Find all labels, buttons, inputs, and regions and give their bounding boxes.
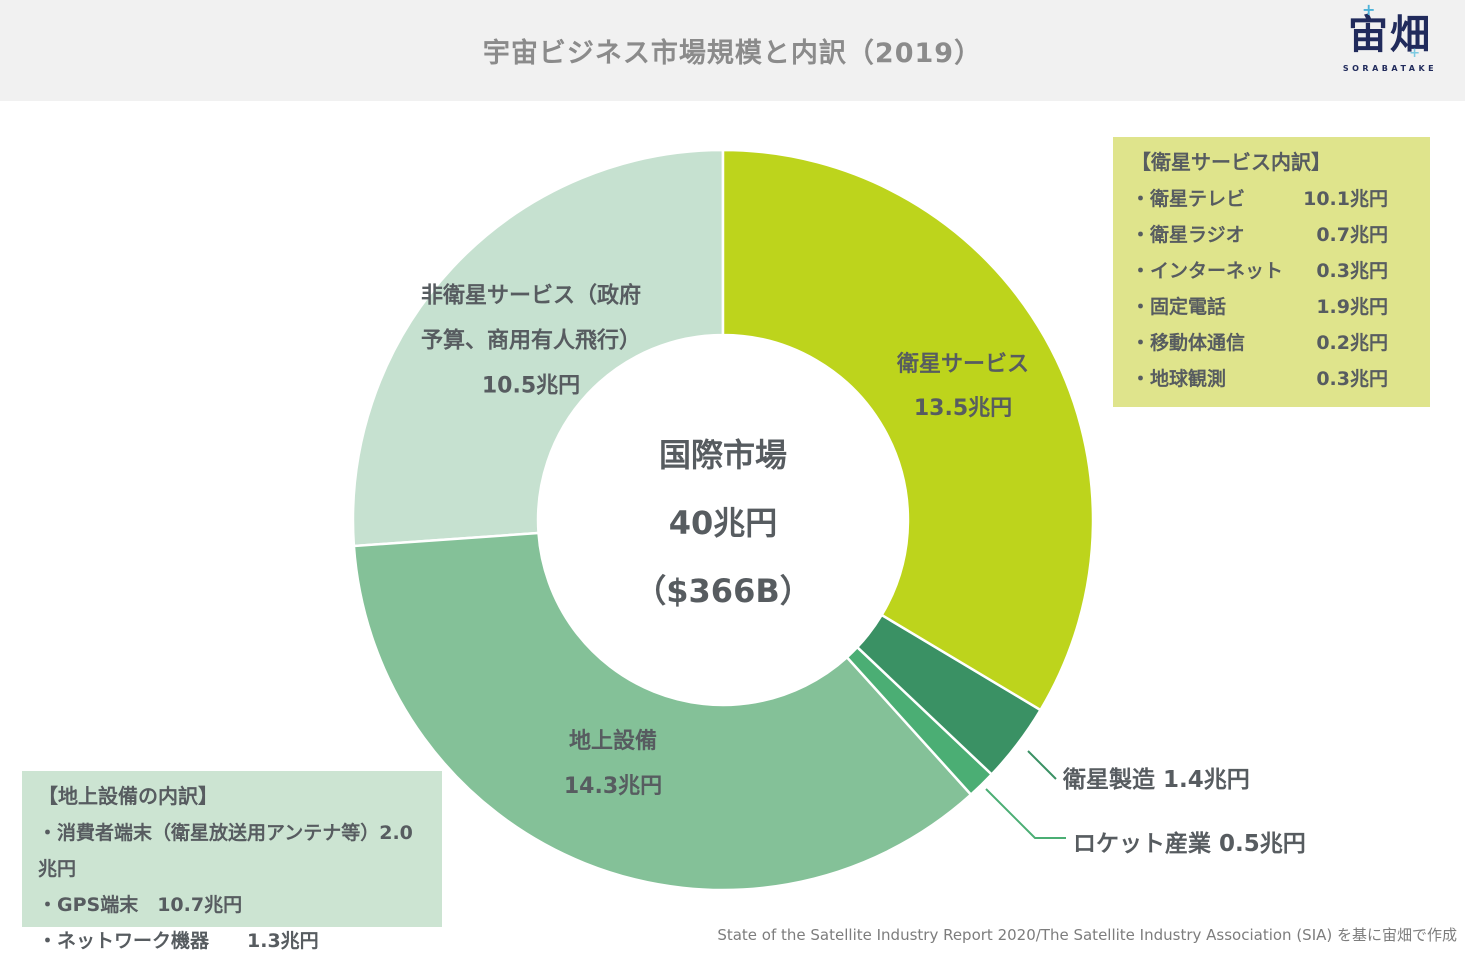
satellite-breakdown-title: 【衛星サービス内訳】 xyxy=(1131,150,1331,174)
label-satellite-services: 衛星サービス 13.5兆円 xyxy=(897,343,1029,431)
breakdown-row: ・GPS端末 10.7兆円 xyxy=(38,894,243,916)
donut-segment-satellite-manufacturing xyxy=(855,613,1043,777)
breakdown-row: ・移動体通信 0.2兆円 xyxy=(1131,325,1388,361)
label-ground-equipment-name: 地上設備 xyxy=(568,729,657,754)
donut-segment-non-satellite-services xyxy=(351,148,725,548)
breakdown-label: ・地球観測 xyxy=(1131,368,1227,390)
sorabatake-logo: + 宙畑 + SORABATAKE xyxy=(1331,2,1449,96)
label-non-satellite-services: 非衛星サービス（政府 予算、商用有人飛行） 10.5兆円 xyxy=(421,274,641,409)
logo-subtext: SORABATAKE xyxy=(1342,64,1438,73)
label-ground-equipment-value: 14.3兆円 xyxy=(563,774,663,799)
breakdown-value: 0.7兆円 xyxy=(1316,224,1388,246)
center-line-3: （$366B） xyxy=(634,572,812,610)
satellite-manufacturing-callout-line xyxy=(1027,750,1057,780)
breakdown-row: ・地球観測 0.3兆円 xyxy=(1131,361,1388,397)
satellite-service-breakdown-box: 【衛星サービス内訳】 ・衛星テレビ 10.1兆円 ・衛星ラジオ 0.7兆円 ・イ… xyxy=(1113,137,1430,407)
header-bar: 宇宙ビジネス市場規模と内訳（2019） xyxy=(0,0,1465,101)
label-non-satellite-line1: 非衛星サービス（政府 xyxy=(420,283,642,309)
breakdown-value: 1.9兆円 xyxy=(1316,296,1388,318)
label-satellite-manufacturing: 衛星製造 1.4兆円 xyxy=(1063,767,1250,793)
breakdown-label: ・衛星ラジオ xyxy=(1131,224,1245,246)
label-ground-equipment: 地上設備 14.3兆円 xyxy=(564,719,662,809)
donut-segment-ground-equipment xyxy=(352,531,973,892)
label-satellite-services-name: 衛星サービス xyxy=(896,352,1030,377)
page-title: 宇宙ビジネス市場規模と内訳（2019） xyxy=(482,38,983,69)
logo-text: 宙畑 xyxy=(1348,12,1432,58)
breakdown-label: ・固定電話 xyxy=(1131,296,1227,318)
breakdown-row: ・消費者端末（衛星放送用アンテナ等）2.0兆円 xyxy=(38,822,413,880)
chart-center-label: 国際市場 40兆円 （$366B） xyxy=(634,421,811,625)
breakdown-value: 0.3兆円 xyxy=(1316,368,1388,390)
logo-plus-icon: + xyxy=(1409,46,1422,61)
logo-plus-icon: + xyxy=(1362,0,1378,19)
breakdown-row: ・インターネット 0.3兆円 xyxy=(1131,253,1388,289)
breakdown-value: 0.2兆円 xyxy=(1316,332,1388,354)
label-satellite-services-value: 13.5兆円 xyxy=(913,396,1013,421)
breakdown-label: ・移動体通信 xyxy=(1131,332,1246,354)
ground-equipment-breakdown-box: 【地上設備の内訳】 ・消費者端末（衛星放送用アンテナ等）2.0兆円 ・GPS端末… xyxy=(22,771,442,952)
breakdown-value: 0.3兆円 xyxy=(1316,260,1388,282)
label-non-satellite-line2: 予算、商用有人飛行） xyxy=(420,328,642,354)
breakdown-label: ・インターネット xyxy=(1131,260,1284,282)
breakdown-row: ・衛星ラジオ 0.7兆円 xyxy=(1131,217,1388,253)
label-non-satellite-value: 10.5兆円 xyxy=(481,373,581,399)
rocket-industry-callout-line xyxy=(985,788,1066,839)
ground-breakdown-title: 【地上設備の内訳】 xyxy=(38,784,218,808)
donut-segment-satellite-services xyxy=(721,148,1095,712)
logo-wordmark: + 宙畑 + xyxy=(1348,2,1432,64)
breakdown-value: 10.1兆円 xyxy=(1303,188,1388,210)
breakdown-label: ・衛星テレビ xyxy=(1131,188,1246,210)
center-line-2: 40兆円 xyxy=(668,504,778,542)
label-rocket-industry: ロケット産業 0.5兆円 xyxy=(1073,831,1306,857)
breakdown-row: ・固定電話 1.9兆円 xyxy=(1131,289,1388,325)
breakdown-row: ・衛星テレビ 10.1兆円 xyxy=(1131,181,1388,217)
center-line-1: 国際市場 xyxy=(658,436,787,474)
breakdown-row: ・ネットワーク機器 1.3兆円 xyxy=(38,930,319,952)
source-attribution: State of the Satellite Industry Report 2… xyxy=(717,926,1457,944)
